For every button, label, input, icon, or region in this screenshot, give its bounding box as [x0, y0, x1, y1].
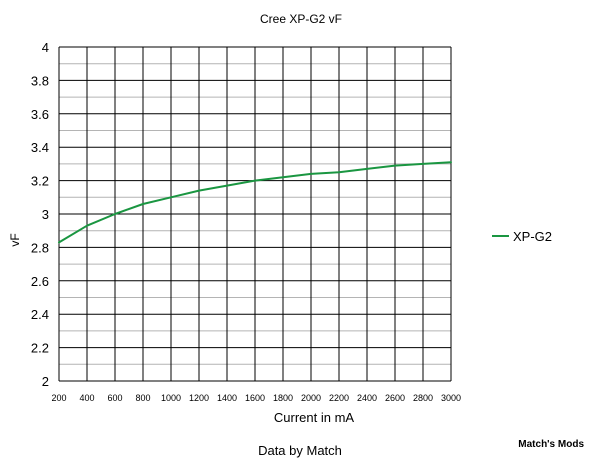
x-tick-label: 1800 [273, 393, 293, 403]
y-tick-label: 2.2 [31, 341, 49, 356]
y-tick-label: 3.8 [31, 73, 49, 88]
series-line-xp-g2 [58, 161, 452, 244]
x-tick-label: 2400 [357, 393, 377, 403]
x-tick-label: 3000 [441, 393, 461, 403]
y-tick-label: 3 [42, 207, 49, 222]
y-tick-labels: 2 2.2 2.4 2.6 2.8 3 3.2 3.4 3.6 3.8 4 [31, 40, 49, 389]
x-tick-label: 1000 [161, 393, 181, 403]
x-tick-label: 1600 [245, 393, 265, 403]
x-tick-label: 200 [51, 393, 66, 403]
y-tick-label: 3.4 [31, 140, 49, 155]
x-tick-label: 2200 [329, 393, 349, 403]
y-tick-label: 2.4 [31, 307, 49, 322]
x-tick-labels: 200 400 600 800 1000 1200 1400 1600 1800 2000 2200… [51, 393, 461, 403]
y-tick-label: 3.6 [31, 107, 49, 122]
x-tick-label: 2000 [301, 393, 321, 403]
x-tick-label: 2600 [385, 393, 405, 403]
chart-title: Cree XP-G2 vF [260, 12, 342, 26]
x-tick-label: 2800 [413, 393, 433, 403]
x-tick-label: 400 [79, 393, 94, 403]
x-axis-label: Current in mA [274, 410, 355, 425]
watermark-text: Match's Mods [518, 439, 584, 450]
chart-subtitle: Data by Match [258, 443, 342, 458]
x-tick-label: 1400 [217, 393, 237, 403]
major-gridlines [58, 46, 452, 382]
x-tick-label: 1200 [189, 393, 209, 403]
y-tick-label: 4 [42, 40, 49, 55]
x-tick-label: 800 [135, 393, 150, 403]
legend-label-xp-g2: XP-G2 [513, 229, 552, 244]
y-axis-label: vF [8, 233, 22, 246]
y-tick-label: 2.6 [31, 274, 49, 289]
y-tick-label: 2.8 [31, 240, 49, 255]
series-layer [58, 161, 452, 244]
x-tick-label: 600 [107, 393, 122, 403]
y-tick-label: 3.2 [31, 174, 49, 189]
legend: XP-G2 [492, 229, 552, 244]
y-tick-label: 2 [42, 374, 49, 389]
